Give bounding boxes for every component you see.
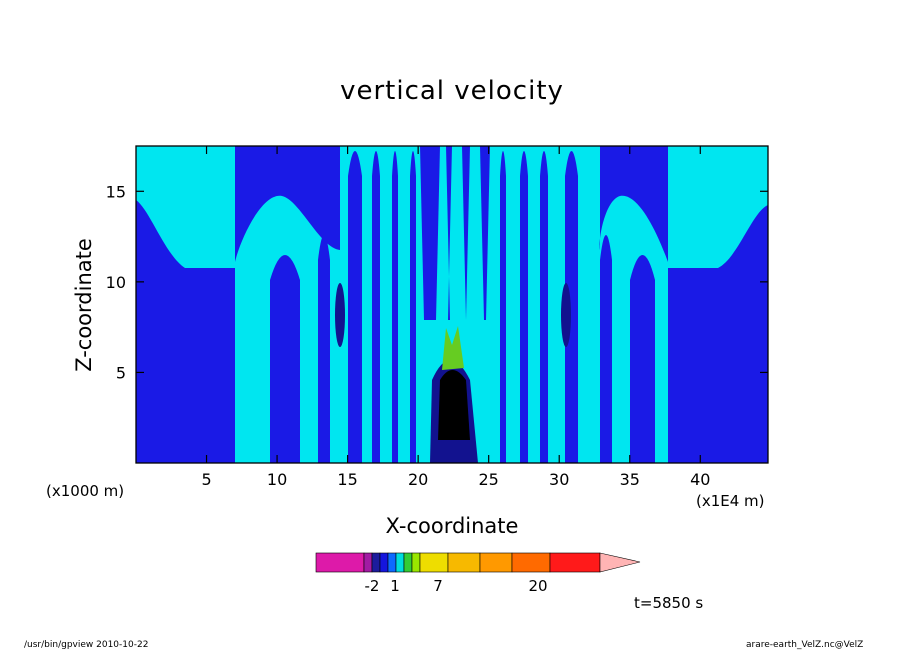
field-band: [270, 255, 300, 463]
field-band: [565, 151, 578, 463]
colorbar-label: -2: [365, 577, 380, 595]
y-unit-label: (x1000 m): [46, 482, 125, 500]
field-band: [462, 146, 470, 320]
plot-frame: [135, 145, 769, 464]
colorbar-swatch: [387, 552, 397, 573]
footer-file: arare-earth_VelZ.nc@VelZ: [746, 640, 864, 650]
field-band: [348, 151, 362, 463]
x-unit-label: (x1E4 m): [696, 492, 765, 510]
time-label: t=5850 s: [634, 594, 704, 612]
colorbar-label: 20: [528, 577, 547, 595]
field-band: [372, 151, 380, 463]
footer-program: /usr/bin/gpview 2010-10-22: [24, 640, 149, 650]
field-band: [446, 146, 452, 320]
colorbar: -2 1 7 20: [315, 552, 641, 595]
x-tick-label: 20: [408, 470, 428, 489]
field-region: [136, 200, 235, 463]
y-axis-label: Z-coordinate: [72, 238, 96, 372]
y-axis: 5 10 15: [106, 182, 768, 382]
field-updraft-top: [442, 326, 464, 370]
colorbar-swatch: [379, 552, 389, 573]
x-tick-label: 30: [549, 470, 569, 489]
y-tick-label: 15: [106, 182, 126, 201]
colorbar-swatch: [411, 552, 421, 573]
x-tick-label: 5: [201, 470, 211, 489]
y-tick-label: 10: [106, 273, 126, 292]
colorbar-swatch: [549, 552, 601, 573]
field-region: [599, 146, 668, 262]
x-axis-label: X-coordinate: [385, 514, 519, 538]
colorbar-extend: [599, 552, 641, 573]
colorbar-swatch: [419, 552, 449, 573]
field-dark-cell: [561, 283, 571, 347]
field-dark-cell: [335, 283, 345, 347]
colorbar-swatch: [395, 552, 405, 573]
x-tick-label: 35: [620, 470, 640, 489]
field-band: [480, 146, 490, 320]
field-core-strong: [438, 370, 470, 440]
field-band: [392, 151, 398, 463]
colorbar-swatch: [447, 552, 481, 573]
field-band: [420, 146, 440, 320]
colorbar-swatch: [363, 552, 373, 573]
x-tick-label: 25: [478, 470, 498, 489]
field-region: [235, 146, 340, 262]
x-axis: 5 10 15 20 25 30 35 40: [201, 146, 710, 489]
field-band: [520, 151, 528, 463]
y-tick-label: 5: [116, 363, 126, 382]
field-band: [318, 235, 330, 463]
colorbar-swatch: [403, 552, 413, 573]
colorbar-swatch: [315, 552, 365, 573]
velocity-field: [136, 146, 768, 463]
colorbar-label: 7: [433, 577, 443, 595]
field-band: [410, 151, 416, 463]
chart-title: vertical velocity: [340, 76, 564, 106]
field-region: [668, 205, 768, 463]
field-band: [540, 151, 548, 463]
field-band: [600, 235, 612, 463]
colorbar-swatch: [479, 552, 513, 573]
colorbar-label: 1: [390, 577, 400, 595]
field-band: [500, 151, 506, 463]
colorbar-swatch: [371, 552, 381, 573]
x-tick-label: 10: [267, 470, 287, 489]
colorbar-swatch: [511, 552, 551, 573]
x-tick-label: 15: [337, 470, 357, 489]
x-tick-label: 40: [690, 470, 710, 489]
field-band: [630, 255, 655, 463]
